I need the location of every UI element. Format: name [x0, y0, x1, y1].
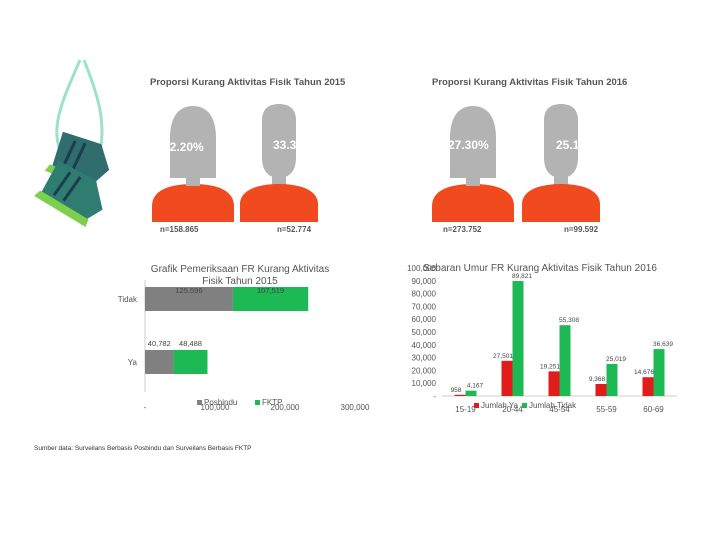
chart2-y-tick: 100,000: [407, 264, 436, 273]
male-percent-2016: 25.12%: [556, 138, 597, 152]
chart2-legend-swatch-tidak: [522, 403, 527, 408]
male-percent-2015: 33.34%: [273, 138, 314, 152]
chart2-y-tick: 60,000: [412, 315, 437, 324]
male-silhouette-2015: [240, 104, 318, 222]
chart2-data-label: 4,167: [467, 383, 484, 390]
chart2-data-label: 36,639: [653, 341, 673, 348]
chart2-bar: [501, 360, 513, 396]
chart2-title: Sebaran Umur FR Kurang Aktivitas Fisik T…: [423, 263, 657, 274]
infographic-2016-title: Proporsi Kurang Aktivitas Fisik Tahun 20…: [432, 77, 628, 88]
female-percent-2015: 32.20%: [163, 140, 204, 154]
chart2-x-tick: 60-69: [643, 405, 664, 414]
chart2-data-label: 9,368: [589, 376, 606, 383]
chart2-bar: [606, 363, 618, 396]
chart2-y-tick: 40,000: [412, 341, 437, 350]
chart2-data-label: 19,251: [540, 363, 560, 370]
chart2-bar: [595, 384, 607, 396]
chart2-x-tick: 15-19: [455, 405, 476, 414]
source-note: Sumber data: Surveilans Berbasis Posbind…: [34, 445, 252, 452]
chart2-y-tick: 90,000: [412, 277, 437, 286]
chart2-data-label: 14,676: [634, 369, 654, 376]
chart2-y-tick: -: [433, 392, 436, 401]
chart1-category-label: Ya: [128, 358, 138, 367]
chart2-bar: [465, 390, 477, 396]
chart1-legend-fktp: FKTP: [262, 398, 282, 407]
chart1-x-tick: 200,000: [271, 403, 300, 412]
infographic-2015-title: Proporsi Kurang Aktivitas Fisik Tahun 20…: [150, 77, 346, 88]
chart2-legend-swatch-ya: [474, 403, 479, 408]
chart2-legend-ya: Jumlah Ya: [481, 401, 519, 410]
female-silhouette-2015: [152, 106, 234, 222]
chart1-title: Grafik Pemeriksaan FR Kurang Aktivitas F…: [150, 264, 330, 287]
chart2-bar: [559, 325, 571, 396]
chart1-data-label: 48,488: [179, 339, 202, 348]
chart2-bar: [653, 349, 665, 396]
chart1-legend-swatch-posbindu: [197, 400, 202, 405]
chart2-legend-tidak: Jumlah Tidak: [529, 401, 577, 410]
male-n-2016: n=99.592: [564, 225, 599, 234]
chart1-legend-swatch-fktp: [255, 400, 260, 405]
chart2-x-tick: 55-59: [596, 405, 617, 414]
chart1-data-label: 107,519: [257, 286, 284, 295]
chart2-data-label: 958: [451, 387, 462, 394]
female-percent-2016: 27.30%: [448, 138, 489, 152]
chart2-data-label: 27,501: [493, 353, 513, 360]
female-n-2015: n=158.865: [160, 225, 199, 234]
chart1-x-tick: -: [144, 403, 147, 412]
chart2-bar: [454, 394, 466, 396]
chart1-bar: [145, 287, 233, 311]
chart2-data-label: 25,019: [606, 356, 626, 363]
chart1-legend-posbindu: Posbindu: [204, 398, 237, 407]
male-n-2015: n=52.774: [277, 225, 312, 234]
chart1-data-label: 125,596: [175, 286, 202, 295]
chart2-bar: [512, 281, 524, 396]
chart2-x-tick: 20-44: [502, 405, 523, 414]
male-silhouette-2016: [522, 104, 600, 222]
female-n-2016: n=273.752: [443, 225, 482, 234]
chart1-bar: [145, 350, 174, 374]
chart2-y-tick: 20,000: [412, 366, 437, 375]
chart1-bar: [173, 350, 208, 374]
chart1-category-label: Tidak: [118, 295, 138, 304]
sneakers-illustration: [34, 59, 110, 228]
chart1-bar: [232, 287, 309, 311]
chart2-y-tick: 10,000: [412, 379, 437, 388]
chart1-svg: Tidak 125,596 107,519 Ya 40,782 48,488 - 100,00…: [118, 280, 370, 412]
chart2-data-label: 55,308: [559, 317, 579, 324]
chart1-x-tick: 100,000: [201, 403, 230, 412]
chart2-bar: [642, 377, 654, 396]
chart2-y-tick: 70,000: [412, 302, 437, 311]
chart2-data-label: 89,821: [512, 273, 532, 280]
female-silhouette-2016: [432, 106, 514, 222]
chart2-y-tick: 80,000: [412, 290, 437, 299]
chart1-x-tick: 300,000: [341, 403, 370, 412]
chart2-y-tick: 30,000: [412, 354, 437, 363]
chart2-y-tick: 50,000: [412, 328, 437, 337]
chart2-x-tick: 45-54: [549, 405, 570, 414]
chart2-svg: 100,000 90,000 80,000 70,000 60,000 50,000 40,…: [407, 264, 677, 414]
chart2-bar: [548, 371, 560, 396]
chart1-data-label: 40,782: [148, 339, 171, 348]
